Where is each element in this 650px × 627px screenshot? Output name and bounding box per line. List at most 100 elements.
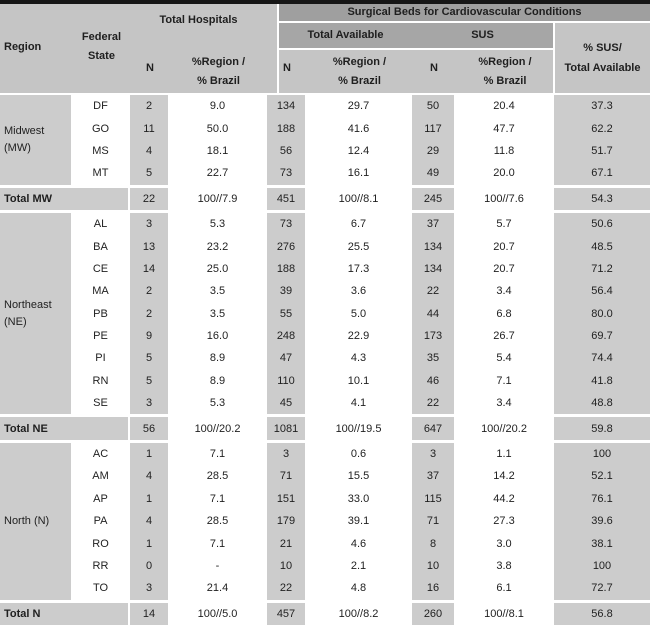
cell-sus-pct: 100//7.6	[456, 187, 554, 210]
cell-state: PB	[73, 302, 130, 325]
surgical-beds-header: Surgical Beds for Cardiovascular Conditi…	[347, 6, 582, 18]
cell-available-pct: 25.5	[307, 235, 412, 258]
cell-hospitals-pct: 25.0	[170, 257, 267, 281]
cell-hospitals-n: 22	[130, 187, 170, 210]
cell-available-n: 276	[267, 235, 307, 258]
cell-hospitals-pct: 3.5	[170, 280, 267, 303]
cell-state: MA	[73, 280, 130, 303]
table-row: GO 11 50.0 188 41.6 117 47.7 62.2	[0, 117, 650, 140]
cell-sus-n: 22	[412, 392, 456, 415]
cell-sus-n: 49	[412, 162, 456, 185]
cell-hospitals-n: 9	[130, 324, 170, 348]
table-row: SE 3 5.3 45 4.1 22 3.4 48.8	[0, 392, 650, 415]
table-row: BA 13 23.2 276 25.5 134 20.7 48.5	[0, 235, 650, 258]
cell-state: PA	[73, 510, 130, 533]
total-label-cell: Total NE	[0, 417, 130, 440]
cell-hospitals-n: 14	[130, 602, 170, 625]
cell-available-n: 1081	[267, 417, 307, 440]
cell-hospitals-pct: 5.3	[170, 212, 267, 236]
top-rule	[0, 0, 650, 4]
cell-pct-sus: 39.6	[554, 510, 650, 533]
total-hospitals-header: Total Hospitals	[159, 14, 238, 26]
cell-hospitals-n: 5	[130, 162, 170, 185]
total-label-cell: Total MW	[0, 187, 130, 210]
cell-sus-n: 8	[412, 532, 456, 555]
cell-sus-n: 115	[412, 487, 456, 511]
sus-pct-header: %Region / % Brazil	[478, 56, 532, 87]
cell-available-pct: 39.1	[307, 510, 412, 533]
cell-available-n: 73	[267, 212, 307, 236]
cell-hospitals-n: 4	[130, 465, 170, 488]
total-available-header: Total Available	[307, 29, 384, 41]
cell-sus-n: 3	[412, 442, 456, 466]
cell-hospitals-pct: 7.1	[170, 487, 267, 511]
cell-available-n: 151	[267, 487, 307, 511]
cell-available-pct: 3.6	[307, 280, 412, 303]
cell-sus-pct: 100//20.2	[456, 417, 554, 440]
cell-sus-n: 50	[412, 95, 456, 118]
cell-pct-sus: 54.3	[554, 187, 650, 210]
hospitals-n-header: N	[146, 62, 154, 74]
cell-sus-n: 29	[412, 139, 456, 163]
cell-state: PI	[73, 347, 130, 370]
cell-available-n: 110	[267, 369, 307, 393]
cell-sus-pct: 20.7	[456, 235, 554, 258]
cell-hospitals-pct: 23.2	[170, 235, 267, 258]
available-pct-header: %Region / % Brazil	[332, 56, 387, 87]
cell-state: BA	[73, 235, 130, 258]
cell-sus-pct: 7.1	[456, 369, 554, 393]
cell-hospitals-pct: 50.0	[170, 117, 267, 140]
cell-pct-sus: 76.1	[554, 487, 650, 511]
row-separator	[0, 184, 650, 188]
total-row: Total MW 22 100//7.9 451 100//8.1 245 100//7.6…	[0, 187, 650, 210]
cell-state: CE	[73, 257, 130, 281]
cell-hospitals-n: 13	[130, 235, 170, 258]
cell-sus-n: 37	[412, 212, 456, 236]
cell-hospitals-n: 2	[130, 302, 170, 325]
separator-cell	[0, 414, 650, 418]
table-row: PA 4 28.5 179 39.1 71 27.3 39.6	[0, 510, 650, 533]
cell-pct-sus: 56.4	[554, 280, 650, 303]
cell-available-n: 3	[267, 442, 307, 466]
cell-hospitals-n: 1	[130, 442, 170, 466]
cell-state: AC	[73, 442, 130, 466]
cell-available-n: 55	[267, 302, 307, 325]
cell-sus-n: 10	[412, 554, 456, 578]
table-row: AM 4 28.5 71 15.5 37 14.2 52.1	[0, 465, 650, 488]
cell-state: MS	[73, 139, 130, 163]
cell-state: RO	[73, 532, 130, 555]
cell-state: TO	[73, 577, 130, 600]
cell-pct-sus: 80.0	[554, 302, 650, 325]
row-separator	[0, 599, 650, 603]
cell-pct-sus: 48.5	[554, 235, 650, 258]
cell-state: RN	[73, 369, 130, 393]
header-pct-sus-cell: % SUS/ Total Available	[555, 23, 650, 93]
cell-pct-sus: 67.1	[554, 162, 650, 185]
cell-hospitals-n: 2	[130, 280, 170, 303]
cell-available-pct: 41.6	[307, 117, 412, 140]
table-row: MT 5 22.7 73 16.1 49 20.0 67.1	[0, 162, 650, 185]
cell-state: GO	[73, 117, 130, 140]
cell-hospitals-pct: -	[170, 554, 267, 578]
cell-sus-pct: 20.4	[456, 95, 554, 118]
cell-available-pct: 100//8.2	[307, 602, 412, 625]
cell-hospitals-pct: 22.7	[170, 162, 267, 185]
cell-sus-n: 117	[412, 117, 456, 140]
cell-pct-sus: 41.8	[554, 369, 650, 393]
cell-available-pct: 2.1	[307, 554, 412, 578]
cell-hospitals-pct: 21.4	[170, 577, 267, 600]
cell-state: AP	[73, 487, 130, 511]
cell-hospitals-pct: 3.5	[170, 302, 267, 325]
cell-pct-sus: 100	[554, 442, 650, 466]
cell-hospitals-pct: 100//7.9	[170, 187, 267, 210]
table-row: CE 14 25.0 188 17.3 134 20.7 71.2	[0, 257, 650, 281]
table-row: MS 4 18.1 56 12.4 29 11.8 51.7	[0, 139, 650, 163]
cell-available-n: 179	[267, 510, 307, 533]
cell-state: DF	[73, 95, 130, 118]
cell-sus-n: 16	[412, 577, 456, 600]
cell-available-pct: 16.1	[307, 162, 412, 185]
cell-pct-sus: 51.7	[554, 139, 650, 163]
cell-hospitals-pct: 9.0	[170, 95, 267, 118]
cell-hospitals-n: 1	[130, 487, 170, 511]
